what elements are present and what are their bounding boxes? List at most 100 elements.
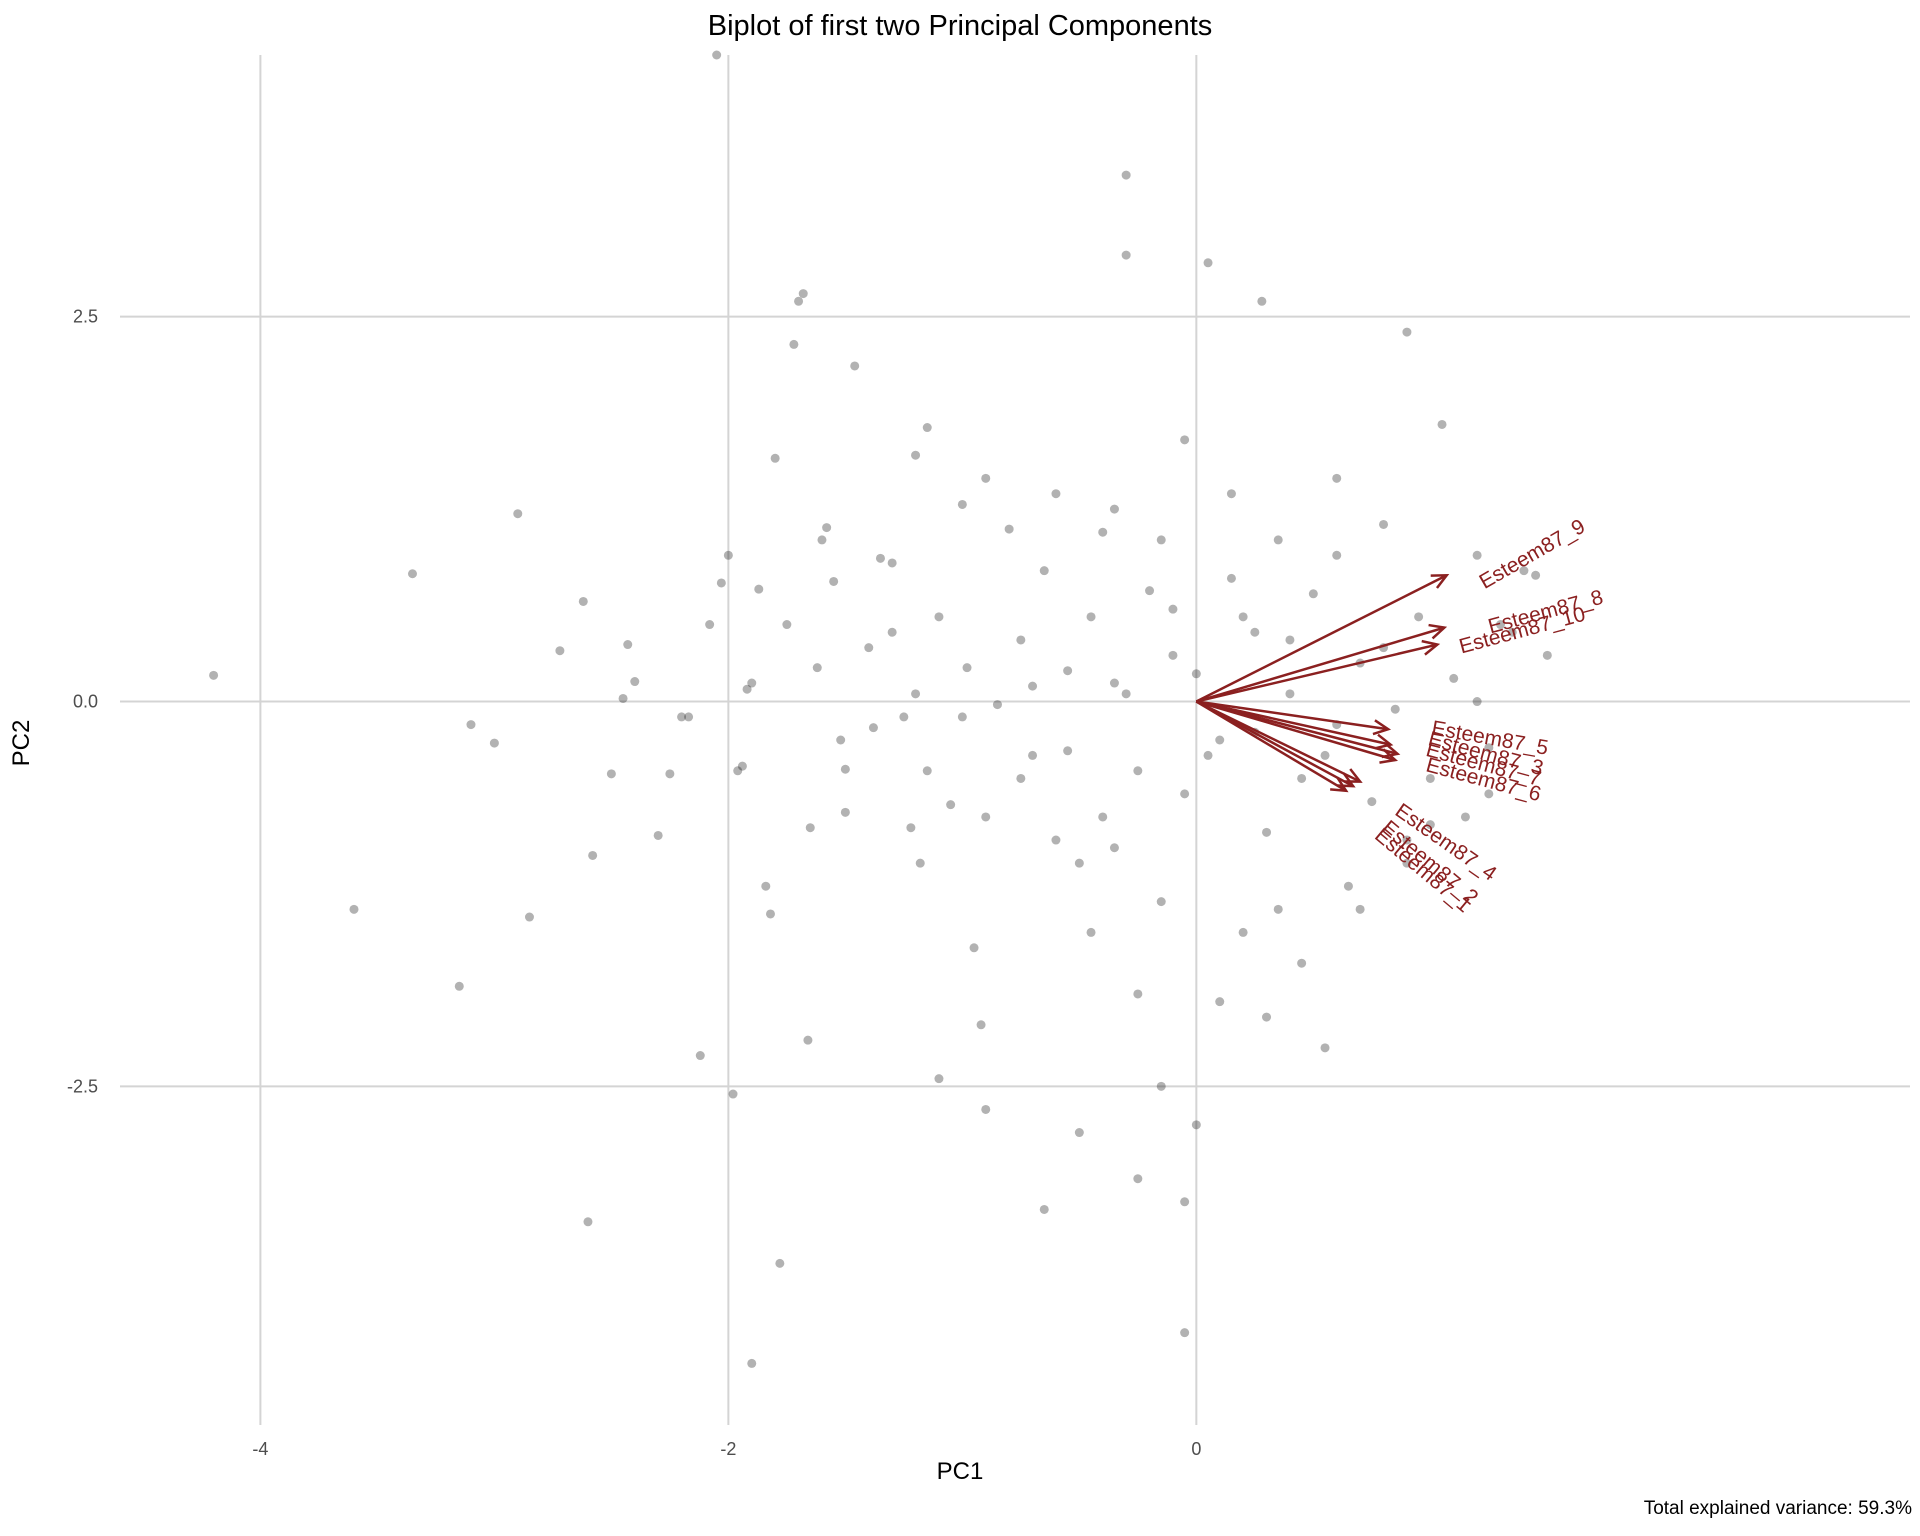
x-axis-label: PC1 [936, 1458, 984, 1485]
score-point [812, 663, 822, 673]
score-point [555, 646, 565, 656]
score-point [906, 823, 916, 833]
score-point [992, 700, 1002, 710]
score-point [1098, 812, 1108, 822]
y-tick-label: -2.5 [67, 1076, 98, 1096]
score-point [981, 473, 991, 483]
y-axis-label: PC2 [8, 719, 35, 767]
axis-ticks: -4 -2 0 2.5 0.0 -2.5 [67, 307, 1201, 1459]
loading-arrow [1195, 700, 1354, 788]
score-point [728, 1089, 738, 1099]
score-point [1133, 989, 1143, 999]
score-point [1542, 650, 1552, 660]
variance-caption: Total explained variance: 59.3% [1643, 1498, 1912, 1519]
score-point [840, 807, 850, 817]
score-point [630, 677, 640, 687]
score-point [1308, 589, 1318, 599]
score-point [1133, 766, 1143, 776]
score-point [754, 584, 764, 594]
score-point [1332, 550, 1342, 560]
score-point [822, 523, 832, 533]
score-points [209, 50, 1552, 1368]
score-point [1238, 927, 1248, 937]
chart-title: Biplot of first two Principal Components [707, 10, 1213, 42]
arrow-label: Esteem87_9 [1476, 515, 1590, 594]
score-point [1332, 473, 1342, 483]
score-point [934, 1074, 944, 1084]
score-point [1074, 858, 1084, 868]
score-point [1437, 419, 1447, 429]
score-point [1016, 773, 1026, 783]
loading-arrow [1195, 700, 1347, 792]
score-point [875, 553, 885, 563]
score-point [1121, 250, 1131, 260]
score-point [981, 1104, 991, 1114]
score-point [1039, 566, 1049, 576]
score-point [1531, 570, 1541, 580]
score-point [466, 720, 476, 730]
grid-lines [120, 55, 1910, 1425]
score-point [794, 296, 804, 306]
score-point [1297, 773, 1307, 783]
x-tick-label: -2 [720, 1439, 736, 1459]
score-point [1028, 750, 1038, 760]
score-point [1063, 666, 1073, 676]
score-point [1016, 635, 1026, 645]
score-point [618, 693, 628, 703]
score-point [1402, 835, 1412, 845]
score-point [957, 712, 967, 722]
score-point [1203, 750, 1213, 760]
score-point [737, 761, 747, 771]
arrow-head [1379, 748, 1398, 764]
score-point [1320, 1043, 1330, 1053]
score-point [946, 800, 956, 810]
score-point [578, 596, 588, 606]
score-point [742, 684, 752, 694]
score-point [1145, 586, 1155, 596]
score-point [1191, 1120, 1201, 1130]
score-point [981, 812, 991, 822]
score-point [1285, 635, 1295, 645]
score-point [829, 576, 839, 586]
score-point [489, 738, 499, 748]
score-point [606, 769, 616, 779]
score-point [1109, 678, 1119, 688]
loading-arrows [1195, 573, 1450, 793]
score-point [1320, 750, 1330, 760]
score-point [1215, 735, 1225, 745]
score-point [1203, 258, 1213, 268]
score-point [1133, 1174, 1143, 1184]
score-point [1028, 681, 1038, 691]
score-point [770, 453, 780, 463]
score-point [1484, 743, 1494, 753]
score-point [864, 643, 874, 653]
score-point [1414, 612, 1424, 622]
score-point [1086, 927, 1096, 937]
score-point [1343, 881, 1353, 891]
score-point [911, 689, 921, 699]
score-point [1180, 1328, 1190, 1338]
score-point [922, 766, 932, 776]
score-point [850, 361, 860, 371]
score-point [1156, 535, 1166, 545]
score-point [962, 663, 972, 673]
score-point [1051, 835, 1061, 845]
score-point [1109, 504, 1119, 514]
arrow-head [1430, 573, 1450, 589]
x-tick-label: -4 [252, 1439, 268, 1459]
score-point [1074, 1128, 1084, 1138]
score-point [684, 712, 694, 722]
score-point [789, 339, 799, 349]
score-point [976, 1020, 986, 1030]
score-point [1121, 689, 1131, 699]
arrow-head [1428, 623, 1448, 640]
score-point [1496, 620, 1506, 630]
score-point [1004, 524, 1014, 534]
score-point [1180, 789, 1190, 799]
score-point [1180, 435, 1190, 445]
score-point [887, 627, 897, 637]
score-point [677, 712, 687, 722]
score-point [1519, 566, 1529, 576]
score-point [1039, 1204, 1049, 1214]
